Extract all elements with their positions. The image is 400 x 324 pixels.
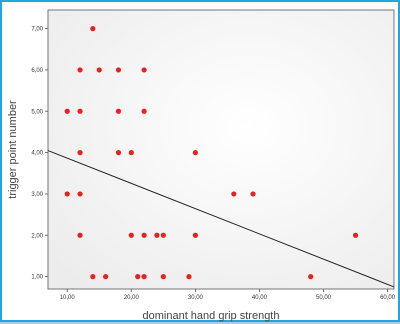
data-point bbox=[231, 191, 237, 197]
data-point bbox=[160, 232, 166, 238]
data-point bbox=[141, 232, 147, 238]
x-tick-label: 20,00 bbox=[124, 295, 140, 301]
data-point bbox=[141, 274, 147, 280]
y-tick-label: 5,00 bbox=[31, 109, 43, 115]
data-point bbox=[90, 274, 96, 280]
regression-line bbox=[47, 150, 395, 288]
x-tick-label: 50,00 bbox=[316, 295, 332, 301]
x-tick-label: 60,00 bbox=[380, 295, 396, 301]
y-tick-label: 2,00 bbox=[31, 233, 43, 239]
data-point bbox=[77, 191, 83, 197]
data-points bbox=[64, 26, 359, 280]
data-point bbox=[141, 108, 147, 114]
data-point bbox=[250, 191, 256, 197]
data-point bbox=[103, 274, 109, 280]
data-point bbox=[135, 274, 141, 280]
data-point bbox=[192, 232, 198, 238]
data-point bbox=[115, 108, 122, 114]
y-tick-label: 4,00 bbox=[31, 151, 43, 157]
x-axis-title: dominant hand grip strength bbox=[143, 310, 280, 322]
data-point bbox=[77, 67, 83, 73]
x-tick-label: 30,00 bbox=[188, 295, 204, 301]
data-point bbox=[77, 232, 83, 238]
data-point bbox=[96, 67, 102, 73]
y-tick-label: 6,00 bbox=[31, 68, 43, 74]
data-point bbox=[128, 150, 134, 156]
data-point bbox=[77, 150, 83, 156]
y-tick-label: 3,00 bbox=[31, 192, 43, 198]
data-point bbox=[141, 67, 147, 73]
data-point bbox=[308, 274, 314, 280]
y-tick-label: 7,00 bbox=[31, 27, 43, 33]
fit-line-layer bbox=[47, 150, 395, 288]
data-point bbox=[64, 108, 70, 114]
y-axis-title: trigger point number bbox=[7, 100, 19, 199]
y-tick-label: 1,00 bbox=[31, 275, 43, 281]
y-axis-ticks: 1,00 2,00 3,00 4,00 5,00 6,00 7,00 bbox=[31, 27, 48, 281]
data-point bbox=[115, 67, 122, 73]
data-point bbox=[160, 274, 166, 280]
data-point bbox=[90, 26, 96, 32]
data-point bbox=[128, 232, 134, 238]
data-point bbox=[192, 150, 198, 156]
data-point bbox=[154, 232, 160, 238]
x-tick-label: 10,00 bbox=[60, 295, 76, 301]
data-point bbox=[186, 274, 192, 280]
x-tick-label: 40,00 bbox=[252, 295, 268, 301]
data-point bbox=[77, 108, 83, 114]
data-point bbox=[115, 150, 122, 156]
x-axis-ticks: 10,00 20,00 30,00 40,00 50,00 60,00 bbox=[60, 289, 396, 301]
plot-area bbox=[47, 9, 395, 290]
data-point bbox=[64, 191, 70, 197]
data-point bbox=[352, 232, 359, 238]
